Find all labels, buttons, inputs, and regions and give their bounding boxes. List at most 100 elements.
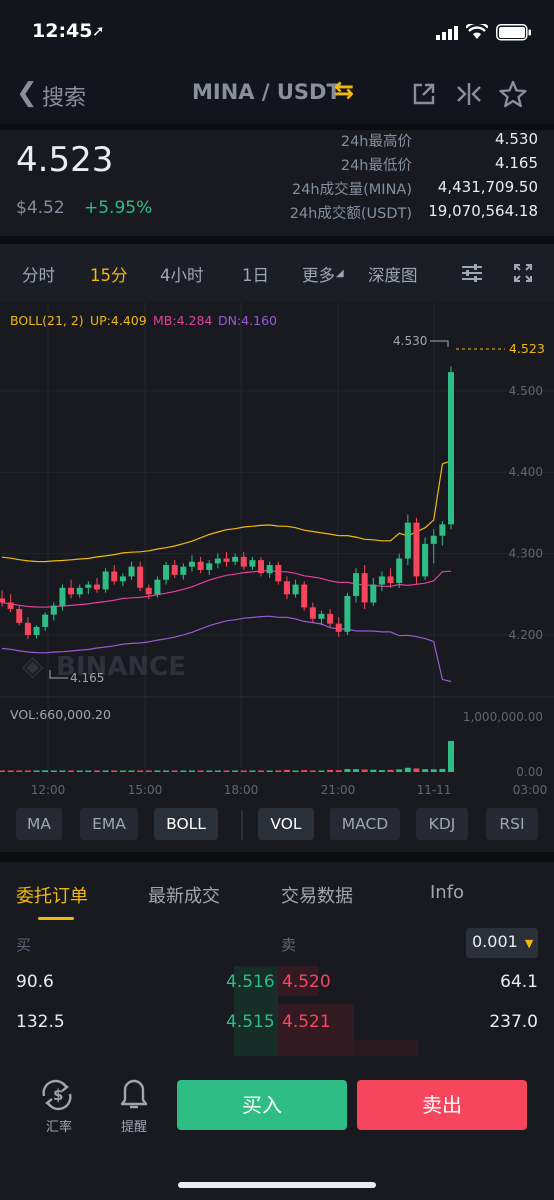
x-tick-label: 21:00 <box>321 783 356 797</box>
fullscreen-icon[interactable] <box>514 264 532 282</box>
stat-label: 24h最低价 <box>340 158 412 174</box>
indicator-vol[interactable]: VOL <box>258 808 314 840</box>
high-marker-line <box>430 340 449 347</box>
divider <box>0 852 554 862</box>
bid-qty[interactable]: 132.5 <box>16 1012 65 1032</box>
orderbook-tabs: 委托订单 最新成交 交易数据 Info <box>0 862 554 922</box>
indicator-kdj[interactable]: KDJ <box>416 808 468 840</box>
tab-info[interactable]: Info <box>430 882 465 903</box>
candle-body <box>353 573 360 596</box>
tab-1d[interactable]: 1日 <box>242 266 269 285</box>
volume-bar <box>309 770 316 772</box>
indicator-rsi[interactable]: RSI <box>486 808 538 840</box>
volume-bar <box>119 770 126 772</box>
kline-chart[interactable]: BOLL(21, 2) UP:4.409 MB:4.284 DN:4.160 ◈… <box>0 302 554 802</box>
divider <box>0 124 554 130</box>
candle-body <box>42 614 49 627</box>
candle-body <box>7 602 14 609</box>
share-icon[interactable] <box>412 82 436 106</box>
volume-bar <box>249 770 256 772</box>
back-button[interactable]: 搜索 <box>42 86 87 111</box>
tab-4h[interactable]: 4小时 <box>160 266 204 285</box>
tab-depth[interactable]: 深度图 <box>368 266 418 285</box>
ask-qty[interactable]: 64.1 <box>500 972 538 992</box>
volume-bar <box>145 770 152 772</box>
indicator-bar: MA EMA BOLL VOL MACD KDJ RSI <box>0 808 554 852</box>
candle-body <box>111 571 118 582</box>
indicator-macd[interactable]: MACD <box>330 808 400 840</box>
trading-pair-title[interactable]: MINA / USDT <box>192 80 341 104</box>
candle-body <box>439 524 446 536</box>
candle-body <box>50 605 57 615</box>
volume-bar <box>396 769 403 772</box>
status-bar: 12:45 ➚ <box>0 0 554 64</box>
candle-body <box>361 573 368 603</box>
candle-body <box>93 584 100 590</box>
alert-label[interactable]: 提醒 <box>120 1120 147 1135</box>
precision-select[interactable]: 0.001 ▼ <box>466 928 538 958</box>
ask-price[interactable]: 4.520 <box>282 972 331 992</box>
buy-button[interactable]: 买入 <box>177 1080 347 1130</box>
star-icon[interactable] <box>499 80 527 108</box>
boll-lower-line <box>1 615 452 683</box>
bid-qty[interactable]: 90.6 <box>16 972 54 992</box>
candle-body <box>370 584 377 603</box>
volume-bar <box>0 770 5 772</box>
boll-label: BOLL(21, 2) <box>10 313 84 328</box>
volume-bar <box>154 770 161 772</box>
stat-value: 4,431,709.50 <box>437 178 538 196</box>
exchange-rate-label[interactable]: 汇率 <box>45 1120 72 1135</box>
volume-bar <box>85 770 92 772</box>
volume-bar <box>258 770 265 772</box>
bid-depth-bar <box>234 966 278 1056</box>
candle-body <box>327 613 334 624</box>
volume-bar <box>171 770 178 772</box>
bid-price[interactable]: 4.515 <box>226 1012 275 1032</box>
status-time: 12:45 <box>32 20 93 42</box>
indicator-ma[interactable]: MA <box>16 808 62 840</box>
y-tick-label: 4.200 <box>509 628 543 642</box>
exchange-rate-icon[interactable]: $ <box>38 1078 78 1112</box>
back-chevron-icon[interactable]: ❮ <box>16 78 38 108</box>
tab-more[interactable]: 更多 <box>302 266 335 285</box>
boll-mb-label: MB:4.284 <box>153 313 212 328</box>
candle-body <box>292 584 299 595</box>
swap-pair-icon[interactable]: ⇆ <box>334 76 355 104</box>
ask-price[interactable]: 4.521 <box>282 1012 331 1032</box>
volume-bar <box>292 770 299 772</box>
chart-mode-icon[interactable] <box>456 82 482 106</box>
candle-body <box>309 607 316 619</box>
indicator-ema[interactable]: EMA <box>80 808 138 840</box>
bid-price[interactable]: 4.516 <box>226 972 275 992</box>
tab-15m[interactable]: 15分 <box>90 266 128 285</box>
chart-svg[interactable]: BOLL(21, 2) UP:4.409 MB:4.284 DN:4.160 ◈… <box>0 302 554 802</box>
volume-bar <box>93 770 100 772</box>
tab-trading-data[interactable]: 交易数据 <box>281 886 353 907</box>
top-nav: ❮ 搜索 MINA / USDT ⇆ <box>0 64 554 124</box>
volume-bar <box>50 770 57 772</box>
candle-body <box>223 558 230 562</box>
bell-icon[interactable] <box>118 1078 150 1112</box>
ask-depth-bar <box>354 1040 418 1056</box>
stat-label: 24h成交额(USDT) <box>289 206 412 222</box>
settings-sliders-icon[interactable] <box>462 264 482 282</box>
volume-bar <box>439 768 446 772</box>
volume-label: VOL:660,000.20 <box>10 707 111 722</box>
interval-tabs: 分时 15分 4小时 1日 更多 ◢ 深度图 <box>0 244 554 302</box>
stat-label: 24h成交量(MINA) <box>291 182 412 198</box>
candle-body <box>145 587 152 595</box>
indicator-divider <box>241 810 243 840</box>
tab-orderbook[interactable]: 委托订单 <box>16 886 88 907</box>
candle-body <box>283 581 290 595</box>
candle-body <box>232 556 239 562</box>
volume-bar <box>16 770 23 772</box>
sell-button[interactable]: 卖出 <box>357 1080 527 1130</box>
indicator-boll[interactable]: BOLL <box>154 808 218 840</box>
ask-qty[interactable]: 237.0 <box>489 1012 538 1032</box>
tab-recent-trades[interactable]: 最新成交 <box>148 886 220 907</box>
candle-body <box>206 563 213 570</box>
ask-depth-bar <box>278 1004 354 1056</box>
tab-time-share[interactable]: 分时 <box>22 266 55 285</box>
candle-body <box>344 595 351 632</box>
ask-depth-bar <box>278 966 318 996</box>
